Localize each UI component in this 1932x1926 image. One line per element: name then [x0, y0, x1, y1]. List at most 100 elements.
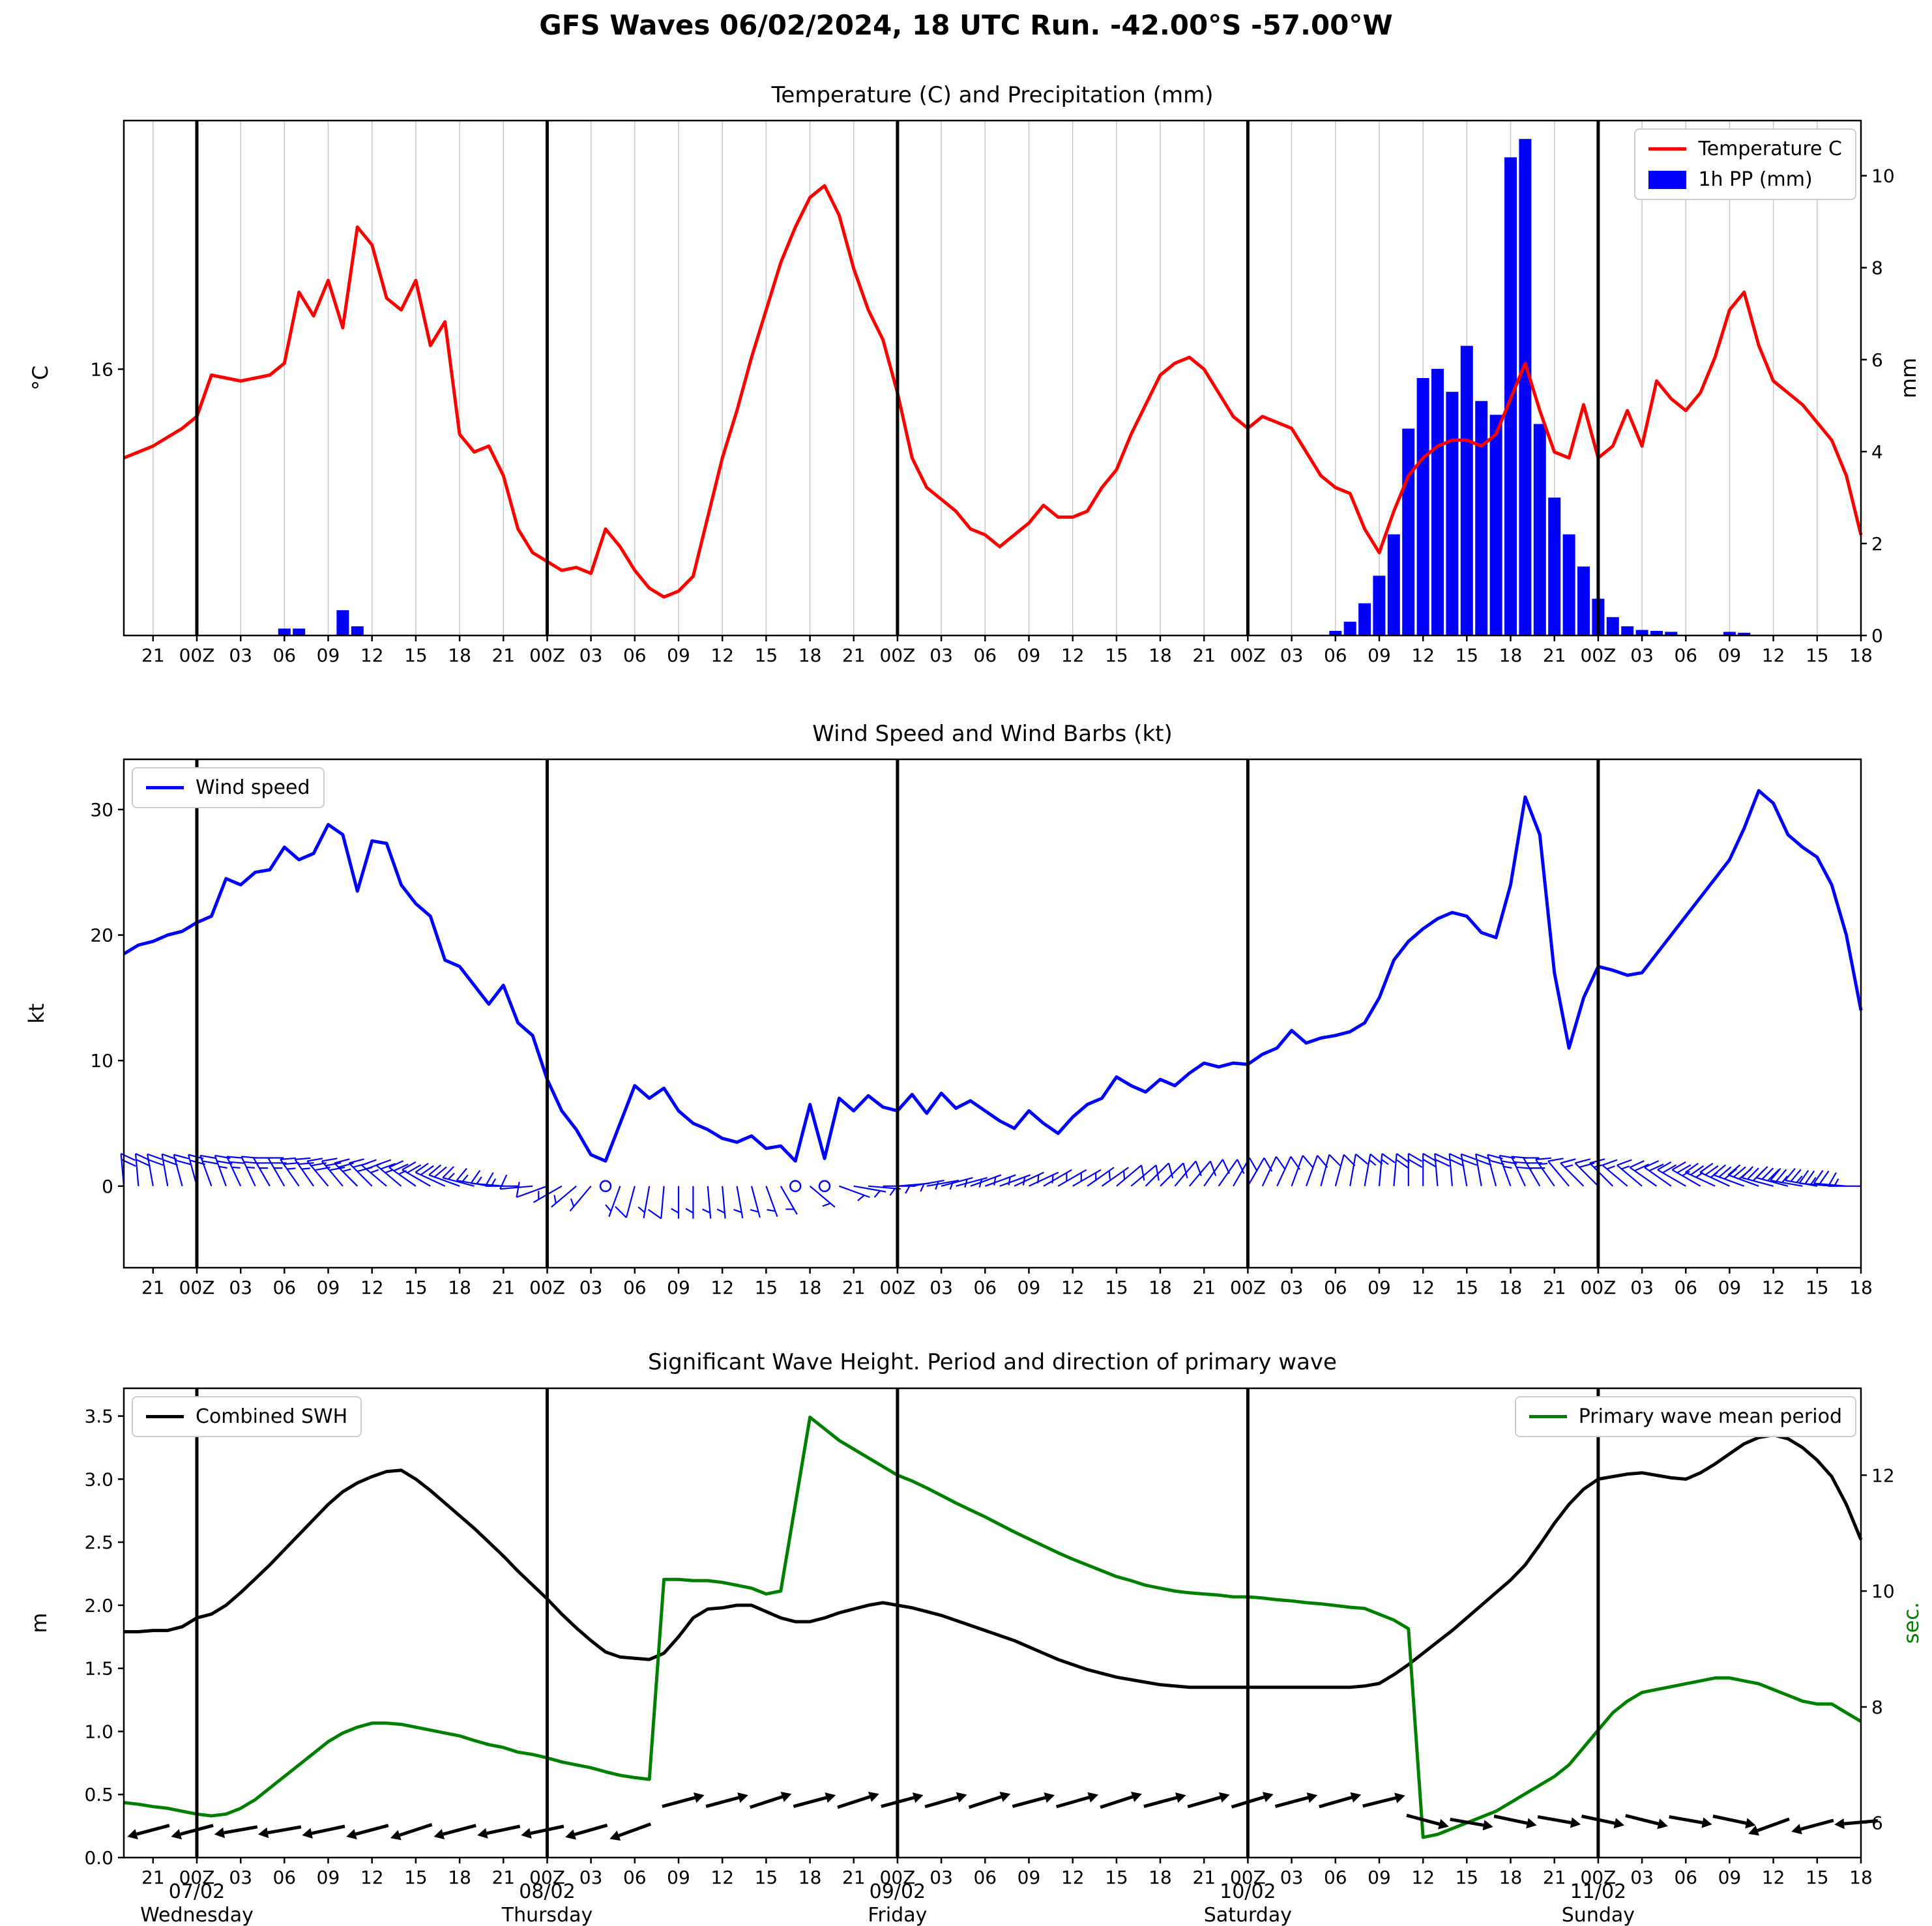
svg-text:03: 03 — [1630, 645, 1654, 666]
svg-text:18: 18 — [798, 645, 822, 666]
svg-text:12: 12 — [360, 1277, 384, 1298]
panel3-title: Significant Wave Height. Period and dire… — [648, 1349, 1337, 1375]
svg-text:0: 0 — [102, 1176, 113, 1197]
svg-text:09: 09 — [317, 645, 340, 666]
svg-text:12: 12 — [710, 645, 734, 666]
svg-text:00Z: 00Z — [879, 645, 915, 666]
period-line-swatch — [1529, 1415, 1567, 1418]
svg-text:3.5: 3.5 — [84, 1406, 113, 1427]
svg-text:Sunday: Sunday — [1562, 1904, 1635, 1926]
svg-text:03: 03 — [1280, 1277, 1304, 1298]
svg-text:20: 20 — [90, 925, 113, 946]
svg-text:06: 06 — [272, 1277, 296, 1298]
svg-text:06: 06 — [973, 1277, 997, 1298]
svg-text:18: 18 — [1849, 645, 1873, 666]
svg-text:07/02: 07/02 — [169, 1880, 225, 1903]
main-title: GFS Waves 06/02/2024, 18 UTC Run. -42.00… — [539, 9, 1393, 41]
legend-item-period: Primary wave mean period — [1529, 1405, 1842, 1428]
svg-text:09: 09 — [667, 1867, 690, 1888]
svg-text:21: 21 — [842, 1867, 866, 1888]
svg-text:12: 12 — [1411, 1867, 1435, 1888]
svg-text:06: 06 — [1674, 1277, 1697, 1298]
day-boundary-lines — [195, 121, 1600, 1858]
panel2-title: Wind Speed and Wind Barbs (kt) — [812, 721, 1173, 747]
svg-text:18: 18 — [1849, 1867, 1873, 1888]
svg-text:00Z: 00Z — [1230, 1867, 1266, 1888]
svg-text:00Z: 00Z — [179, 1867, 215, 1888]
temperature-line — [123, 184, 1863, 599]
svg-text:06: 06 — [623, 645, 647, 666]
svg-text:21: 21 — [1543, 645, 1566, 666]
svg-text:15: 15 — [404, 1867, 428, 1888]
svg-text:09: 09 — [1718, 1867, 1742, 1888]
svg-text:2: 2 — [1871, 533, 1883, 555]
svg-text:06: 06 — [272, 1867, 296, 1888]
svg-text:00Z: 00Z — [529, 1277, 565, 1298]
svg-text:09: 09 — [1017, 1277, 1041, 1298]
svg-text:15: 15 — [1806, 645, 1829, 666]
svg-text:21: 21 — [141, 1277, 165, 1298]
svg-text:21: 21 — [491, 645, 515, 666]
y-axis-label-mm: mm — [1896, 357, 1921, 399]
svg-text:12: 12 — [710, 1867, 734, 1888]
svg-text:15: 15 — [1806, 1277, 1829, 1298]
svg-text:03: 03 — [229, 1867, 252, 1888]
legend-wind: Wind speed — [132, 767, 325, 808]
wave-direction-arrows — [127, 1792, 1879, 1841]
svg-text:09: 09 — [667, 645, 690, 666]
svg-text:15: 15 — [755, 645, 778, 666]
svg-text:Thursday: Thursday — [501, 1904, 593, 1926]
svg-text:10: 10 — [1871, 166, 1895, 187]
svg-text:06: 06 — [1674, 1867, 1697, 1888]
svg-text:09: 09 — [667, 1277, 690, 1298]
svg-text:0.5: 0.5 — [84, 1784, 113, 1805]
svg-text:15: 15 — [1105, 1277, 1128, 1298]
legend-temp-precip: Temperature C 1h PP (mm) — [1634, 128, 1856, 200]
legend-item-precip: 1h PP (mm) — [1648, 168, 1842, 191]
svg-text:00Z: 00Z — [529, 1867, 565, 1888]
svg-text:6: 6 — [1871, 349, 1883, 371]
svg-text:15: 15 — [755, 1277, 778, 1298]
svg-text:12: 12 — [1762, 1867, 1785, 1888]
svg-text:09: 09 — [1017, 645, 1041, 666]
svg-text:6: 6 — [1871, 1813, 1883, 1834]
swh-line-swatch — [146, 1415, 184, 1418]
svg-text:1.0: 1.0 — [84, 1721, 113, 1743]
svg-text:00Z: 00Z — [879, 1867, 915, 1888]
svg-text:03: 03 — [579, 645, 603, 666]
legend-item-temperature: Temperature C — [1648, 138, 1842, 160]
svg-text:03: 03 — [579, 1867, 603, 1888]
panel1-frame — [123, 119, 1862, 637]
panel1-title: Temperature (C) and Precipitation (mm) — [771, 82, 1214, 108]
legend-label-wind-speed: Wind speed — [196, 776, 310, 799]
svg-text:18: 18 — [448, 1277, 471, 1298]
y-axis-label-celsius: °C — [28, 365, 53, 391]
svg-text:09: 09 — [317, 1277, 340, 1298]
svg-text:15: 15 — [1105, 645, 1128, 666]
svg-text:00Z: 00Z — [879, 1277, 915, 1298]
svg-text:2.0: 2.0 — [84, 1595, 113, 1616]
svg-text:09: 09 — [1368, 645, 1391, 666]
svg-text:03: 03 — [579, 1277, 603, 1298]
svg-text:12: 12 — [1411, 645, 1435, 666]
precip-bars — [278, 139, 1751, 635]
svg-text:06: 06 — [1674, 645, 1697, 666]
wind-speed-line — [123, 789, 1863, 1163]
legend-label-precip: 1h PP (mm) — [1698, 168, 1813, 191]
svg-text:21: 21 — [842, 645, 866, 666]
svg-text:00Z: 00Z — [1580, 645, 1616, 666]
legend-swh: Combined SWH — [132, 1396, 362, 1437]
svg-text:10: 10 — [1871, 1581, 1895, 1602]
svg-text:12: 12 — [1411, 1277, 1435, 1298]
svg-text:8: 8 — [1871, 1697, 1883, 1718]
svg-text:12: 12 — [1871, 1465, 1895, 1486]
svg-text:09: 09 — [1718, 1277, 1742, 1298]
svg-text:0: 0 — [1871, 625, 1883, 647]
svg-text:03: 03 — [229, 645, 252, 666]
svg-text:06: 06 — [1324, 645, 1347, 666]
svg-text:12: 12 — [1061, 1277, 1085, 1298]
svg-text:12: 12 — [360, 1867, 384, 1888]
